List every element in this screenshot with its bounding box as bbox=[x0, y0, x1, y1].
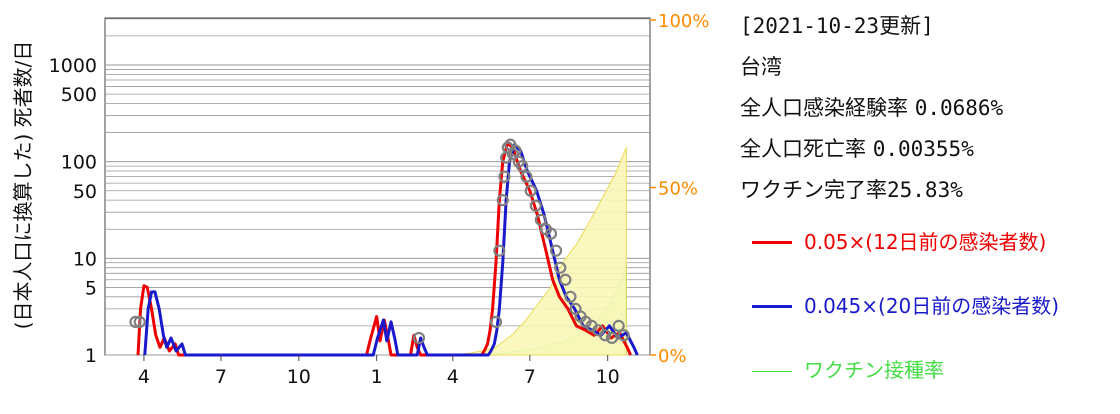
y-tick-label: 5 bbox=[85, 277, 97, 299]
infection-rate: 全人口感染経験率 0.0686% bbox=[740, 88, 1115, 129]
death-point bbox=[498, 170, 511, 183]
death-rate-value: 0.00355% bbox=[872, 137, 974, 161]
death-point bbox=[509, 144, 522, 157]
updated-date: [2021-10-23更新] bbox=[740, 14, 934, 38]
vaccine-partial-area bbox=[444, 147, 627, 356]
death-point bbox=[489, 315, 503, 328]
death-point bbox=[612, 319, 625, 333]
death-point bbox=[133, 315, 146, 328]
death-rate: 全人口死亡率 0.00355% bbox=[740, 129, 1115, 170]
series-area bbox=[444, 147, 627, 356]
death-point bbox=[529, 199, 542, 212]
x-tick-label: 10 bbox=[596, 366, 620, 388]
death-point bbox=[564, 290, 577, 303]
legend-swatch-red bbox=[752, 241, 792, 244]
y-tick-label: 100 bbox=[61, 152, 97, 174]
x-tick-label: 7 bbox=[215, 366, 227, 388]
death-point bbox=[544, 227, 558, 240]
x-tick-label: 4 bbox=[138, 366, 150, 388]
legend-swatch-vaccine bbox=[752, 371, 792, 372]
vaccine-rate-value: 25.83% bbox=[887, 178, 963, 202]
death-point bbox=[516, 159, 529, 173]
axis-ticks: 1 5 10 50 100 500 1000 0% 50% 100% 4 7 10 1 4 7 10 bbox=[49, 11, 710, 388]
x-tick-label: 7 bbox=[524, 366, 536, 388]
x-tick-label: 1 bbox=[371, 366, 383, 388]
chart: 1 5 10 50 100 500 1000 0% 50% 100% 4 7 10 1 4 7 10 (日本人口… bbox=[11, 11, 710, 388]
death-point bbox=[549, 244, 563, 257]
y-tick-label: 50 bbox=[73, 181, 97, 203]
y2-tick-label: 50% bbox=[658, 179, 698, 200]
x-tick-label: 4 bbox=[447, 366, 459, 388]
death-point bbox=[617, 329, 630, 342]
legend-swatch-blue bbox=[752, 305, 792, 308]
legend-label-blue: 0.045×(20日前の感染者数) bbox=[804, 294, 1060, 318]
death-point bbox=[524, 184, 537, 197]
legend-label-red: 0.05×(12日前の感染者数) bbox=[804, 230, 1047, 254]
death-point bbox=[605, 331, 619, 345]
death-point bbox=[520, 170, 533, 183]
x-tick-label: 10 bbox=[287, 366, 311, 388]
death-point bbox=[554, 261, 567, 274]
vaccine-rate-label: ワクチン完了率 bbox=[740, 178, 887, 202]
death-point bbox=[559, 273, 572, 286]
infection-rate-label: 全人口感染経験率 bbox=[740, 96, 908, 120]
infection-rate-value: 0.0686% bbox=[914, 96, 1004, 120]
series-line-red bbox=[136, 140, 632, 357]
y-tick-label: 1000 bbox=[49, 55, 97, 77]
death-rate-label: 全人口死亡率 bbox=[740, 137, 866, 161]
death-point bbox=[412, 331, 426, 345]
y-tick-label: 10 bbox=[73, 248, 97, 270]
y2-tick-label: 0% bbox=[658, 346, 687, 367]
death-point bbox=[496, 194, 509, 207]
region-name: 台湾 bbox=[740, 55, 782, 79]
death-point bbox=[599, 329, 612, 342]
series-lines bbox=[129, 138, 639, 357]
y-tick-label: 500 bbox=[61, 84, 97, 106]
y-axis-label: (日本人口に換算した) 死者数/日 bbox=[11, 41, 35, 330]
death-point bbox=[493, 244, 506, 257]
y-tick-label: 1 bbox=[85, 345, 97, 367]
y2-tick-label: 100% bbox=[658, 11, 709, 32]
death-point bbox=[534, 213, 547, 226]
vaccine-rate: ワクチン完了率25.83% bbox=[740, 170, 1115, 211]
info-panel: [2021-10-23更新] 台湾 全人口感染経験率 0.0686% 全人口死亡… bbox=[740, 6, 1115, 211]
legend-label-vaccine: ワクチン接種率 bbox=[804, 358, 944, 382]
death-point bbox=[129, 315, 142, 328]
